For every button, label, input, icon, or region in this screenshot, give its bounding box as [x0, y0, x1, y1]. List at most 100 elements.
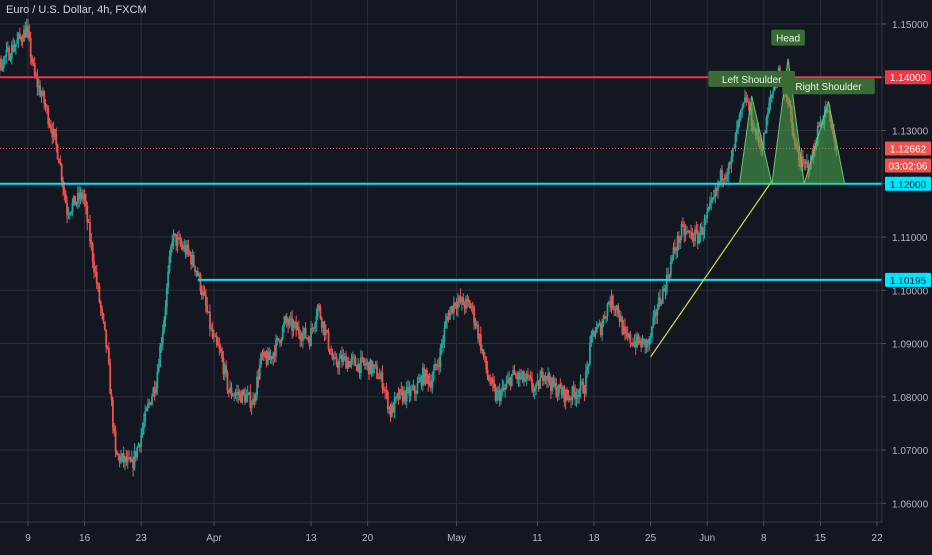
candle-body: [443, 327, 446, 342]
candle-body: [175, 234, 178, 246]
candle: [559, 378, 562, 389]
candle: [134, 451, 137, 462]
candle-body: [672, 247, 675, 257]
candle: [819, 116, 822, 127]
candle: [536, 373, 539, 386]
candle-body: [322, 321, 325, 328]
time-axis[interactable]: 9 16 23 Apr 13 20 May 11 18 25 Jun 8 15 22: [0, 521, 883, 544]
candle-body: [40, 95, 43, 97]
candle-body: [141, 428, 144, 435]
candle-body: [312, 328, 315, 329]
candle: [389, 403, 392, 423]
candle: [20, 35, 23, 46]
price-marker-box: [885, 272, 931, 287]
candle: [692, 232, 695, 247]
candle: [312, 327, 315, 332]
candle-body: [56, 144, 59, 160]
candle-body: [454, 302, 457, 306]
candle-body: [622, 326, 625, 334]
candle-body: [218, 345, 221, 349]
candle-body: [87, 222, 90, 223]
candle-body: [130, 458, 133, 462]
candle: [299, 329, 302, 348]
candle: [432, 364, 435, 383]
time-tick-label: 18: [588, 533, 600, 544]
candle: [45, 103, 48, 115]
candle: [502, 380, 505, 392]
candle-body: [388, 406, 391, 410]
candle-body: [339, 354, 342, 360]
candle-body: [415, 393, 418, 395]
candle: [486, 361, 489, 381]
candle-body: [240, 392, 242, 403]
candle-body: [64, 193, 67, 204]
candle: [407, 379, 409, 394]
candle: [165, 283, 168, 315]
candle-body: [39, 85, 42, 97]
chart-drawings[interactable]: Left Shoulder Head Right Shoulder: [0, 29, 882, 358]
price-marker-text: 1.12662: [890, 145, 927, 156]
candle-body: [304, 328, 307, 338]
candle-body: [187, 244, 190, 252]
candle-body: [444, 320, 447, 328]
candle: [624, 318, 626, 341]
candle-body: [456, 301, 459, 309]
candle: [434, 357, 436, 371]
candle-body: [818, 126, 820, 127]
candle: [652, 310, 655, 329]
candle-body: [549, 382, 552, 391]
candle-body: [299, 334, 302, 340]
candle: [568, 394, 571, 402]
candle: [585, 363, 587, 397]
candle-body: [746, 101, 749, 103]
candle: [249, 383, 252, 412]
candle: [651, 326, 653, 344]
candle: [293, 320, 296, 329]
candle-body: [428, 381, 431, 385]
candle-body: [5, 49, 8, 57]
candle: [535, 382, 537, 396]
candle-body: [184, 245, 187, 255]
candle: [172, 229, 175, 250]
candle-body: [118, 455, 121, 463]
candle-body: [547, 373, 550, 380]
candle: [4, 55, 6, 66]
candle-body: [587, 364, 590, 367]
candle: [532, 382, 535, 397]
candle: [237, 385, 240, 404]
candle: [528, 374, 531, 381]
candle: [742, 101, 745, 109]
candle: [385, 383, 388, 400]
candle: [331, 348, 334, 361]
candle: [48, 117, 51, 128]
candle: [686, 225, 688, 235]
candle: [180, 237, 183, 251]
price-axis[interactable]: 1.15000 1.14000 1.13000 1.12000 1.11000 1.100…: [881, 0, 931, 522]
candle-body: [345, 356, 347, 369]
candle-body: [544, 376, 547, 379]
candle-body: [673, 247, 676, 252]
candle-body: [494, 387, 497, 401]
candle: [359, 349, 362, 380]
candle-body: [12, 44, 15, 52]
candle-body: [106, 346, 109, 348]
candle: [481, 344, 484, 355]
candle-body: [667, 274, 670, 278]
candle: [303, 327, 306, 340]
candle-body: [48, 123, 51, 126]
candle-body: [735, 128, 738, 134]
candle-body: [624, 326, 626, 333]
candle: [733, 144, 736, 149]
price-tick-label: 1.07000: [892, 446, 929, 457]
candle: [440, 338, 443, 356]
candle-body: [764, 132, 767, 134]
candle: [578, 388, 581, 404]
candle-body: [167, 271, 170, 288]
candle-body: [467, 300, 470, 303]
candle: [167, 264, 170, 294]
candle-body: [343, 356, 346, 357]
candle: [342, 349, 345, 366]
candle-body: [291, 318, 294, 331]
